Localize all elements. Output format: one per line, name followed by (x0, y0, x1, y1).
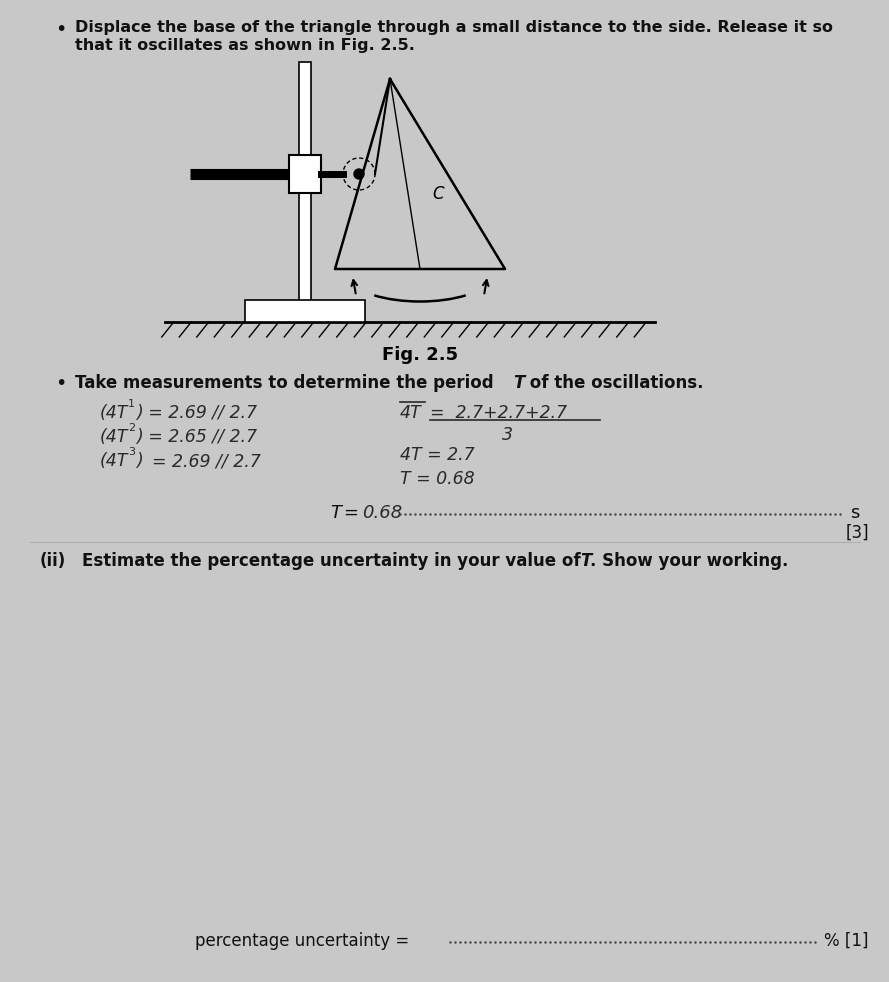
Text: (4T: (4T (100, 428, 128, 446)
Text: ): ) (136, 452, 143, 470)
Text: [3]: [3] (846, 524, 869, 542)
Text: % [1]: % [1] (824, 932, 869, 950)
Text: =: = (344, 504, 364, 522)
Text: Fig. 2.5: Fig. 2.5 (382, 346, 458, 364)
Text: T = 0.68: T = 0.68 (400, 470, 475, 488)
Text: Displace the base of the triangle through a small distance to the side. Release : Displace the base of the triangle throug… (75, 20, 833, 35)
Text: ) = 2.65 // 2.7: ) = 2.65 // 2.7 (136, 428, 257, 446)
Bar (245, 300, 365, 322)
Text: =  2.7+2.7+2.7: = 2.7+2.7+2.7 (430, 404, 567, 422)
Text: 3: 3 (501, 426, 512, 444)
Text: Estimate the percentage uncertainty in your value of: Estimate the percentage uncertainty in y… (82, 552, 587, 570)
Text: of the oscillations.: of the oscillations. (524, 374, 703, 392)
Text: 0.68: 0.68 (362, 504, 402, 522)
Text: s: s (850, 504, 860, 522)
Text: Take measurements to determine the period: Take measurements to determine the perio… (75, 374, 500, 392)
Text: •: • (55, 374, 67, 393)
Text: percentage uncertainty =: percentage uncertainty = (195, 932, 414, 950)
Text: T: T (330, 504, 341, 522)
Text: 2: 2 (128, 423, 135, 433)
Text: 3: 3 (128, 447, 135, 457)
Text: 4T = 2.7: 4T = 2.7 (400, 446, 475, 464)
Text: . Show your working.: . Show your working. (590, 552, 789, 570)
Text: that it oscillates as shown in Fig. 2.5.: that it oscillates as shown in Fig. 2.5. (75, 38, 415, 53)
Text: 1: 1 (128, 399, 135, 409)
Text: 4T: 4T (400, 404, 421, 422)
Text: (ii): (ii) (40, 552, 67, 570)
Circle shape (354, 169, 364, 179)
Text: T: T (580, 552, 591, 570)
Bar (289, 155, 321, 193)
Text: (4T: (4T (100, 404, 128, 422)
Text: ) = 2.69 // 2.7: ) = 2.69 // 2.7 (136, 404, 257, 422)
Text: (4T: (4T (100, 452, 128, 470)
Text: •: • (55, 20, 67, 39)
Bar (299, 62, 311, 322)
Text: T: T (513, 374, 525, 392)
Text: = 2.69 // 2.7: = 2.69 // 2.7 (152, 452, 260, 470)
Text: C: C (432, 185, 444, 203)
